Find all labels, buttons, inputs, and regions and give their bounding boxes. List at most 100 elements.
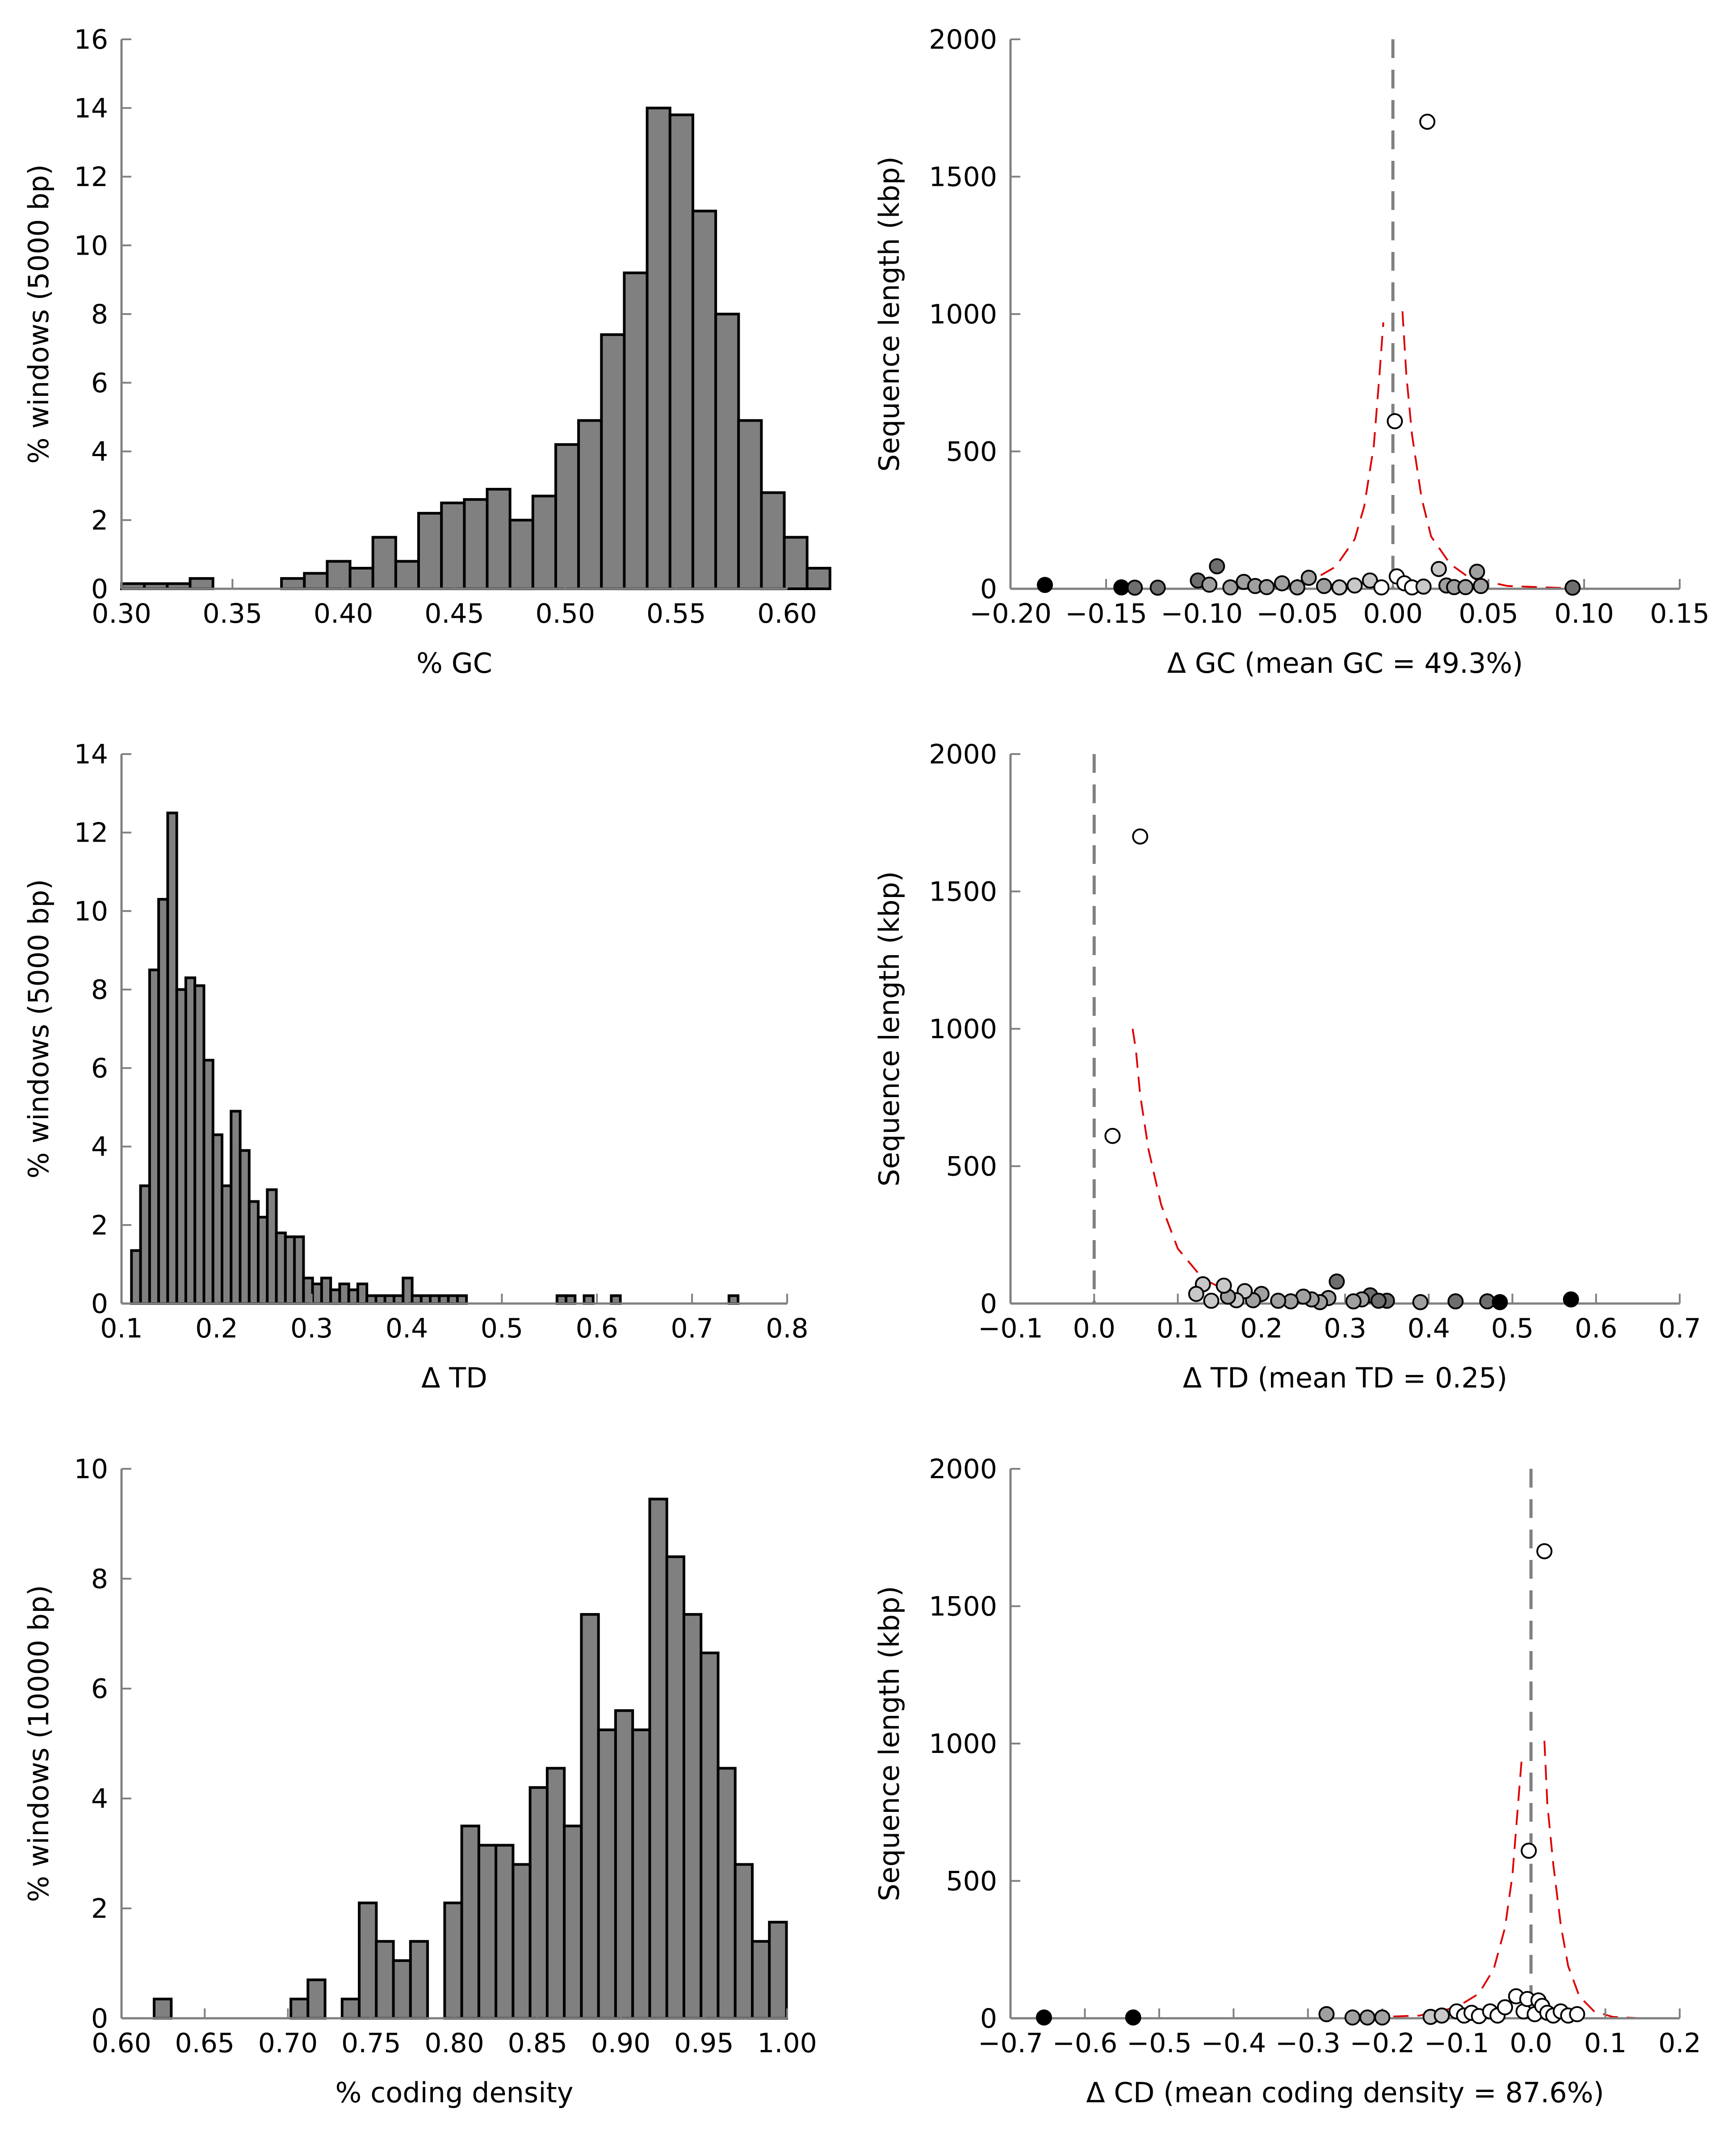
cd-scatter-x-tick-label: −0.7 [978, 2028, 1043, 2059]
cd-hist-x-tick-label: 0.60 [92, 2028, 151, 2059]
gc-scatter-x-tick-label: −0.10 [1161, 598, 1243, 629]
td-hist-bar [320, 1276, 332, 1305]
cd-hist-bar [495, 1844, 515, 2020]
td-scatter-y-tick-label: 2000 [929, 739, 997, 770]
td-scatter-point [1492, 1294, 1508, 1310]
cd-hist-bar [358, 1901, 378, 2020]
gc-hist-bar [737, 419, 763, 590]
td-scatter-point [1370, 1292, 1387, 1309]
cd-hist-y-tick-label: 8 [91, 1564, 108, 1595]
gc-scatter-point [1564, 579, 1581, 596]
cd-hist-bar [717, 1767, 737, 2020]
gc-scatter-point [1362, 572, 1378, 589]
td-hist-x-tick-label: 0.4 [386, 1313, 428, 1344]
cd-scatter-point [1536, 1543, 1553, 1559]
td-hist-bar [257, 1216, 269, 1305]
gc-hist-x-title: % GC [416, 647, 492, 679]
td-hist-bar [293, 1235, 305, 1305]
gc-hist-x-tick-label: 0.55 [646, 598, 706, 629]
td-hist-bar [419, 1294, 432, 1305]
cd-scatter-point [1374, 2009, 1391, 2026]
gc-scatter-point [1113, 579, 1130, 595]
gc-scatter-x-tick-label: −0.05 [1256, 598, 1338, 629]
td-scatter-point [1270, 1292, 1287, 1309]
gc-hist-bar [531, 495, 558, 591]
gc-hist-bar [280, 577, 306, 591]
cd-hist-x-tick-label: 0.75 [341, 2028, 401, 2059]
gc-scatter-point [1457, 579, 1474, 595]
gc-scatter-point [1469, 563, 1485, 580]
td-hist-x-tick-label: 0.5 [481, 1313, 523, 1344]
cd-hist-bar [340, 1997, 361, 2020]
gc-scatter-x-tick-label: 0.05 [1459, 598, 1518, 629]
cd-scatter-x-tick-label: −0.3 [1275, 2028, 1341, 2059]
cd-hist-y-title: % windows (10000 bp) [22, 1585, 55, 1902]
gc-scatter-panel: −0.20 −0.15 −0.10 −0.05 0.00 0.05 0.10 0.15 0 500… [873, 24, 1710, 679]
td-scatter-point [1447, 1293, 1464, 1310]
cd-scatter-panel: −0.7 −0.6 −0.5 −0.4 −0.3 −0.2 −0.1 0.0 0.1 0.2 0 50… [873, 1454, 1701, 2109]
td-hist-x-tick-label: 0.6 [576, 1313, 618, 1344]
td-hist-bar [411, 1294, 423, 1305]
td-hist-y-title: % windows (5000 bp) [22, 879, 55, 1178]
gc-hist-panel: 0.30 0.35 0.40 0.45 0.50 0.55 0.60 0 2 4 6 8 10 12 14 1… [22, 24, 831, 679]
cd-hist-bar [460, 1824, 480, 2020]
td-hist-y-tick-label: 2 [91, 1210, 108, 1241]
td-scatter-point [1203, 1292, 1220, 1309]
gc-scatter-x-tick-label: −0.15 [1065, 598, 1147, 629]
gc-scatter-point [1037, 577, 1053, 593]
cd-scatter-x-tick-label: −0.6 [1053, 2028, 1118, 2059]
td-hist-bar [338, 1283, 350, 1305]
gc-scatter-point [1415, 579, 1432, 595]
td-scatter-envelope-right [1132, 1028, 1346, 1304]
td-hist-bar [239, 1149, 251, 1305]
cd-scatter-point [1434, 2007, 1450, 2024]
cd-hist-bar [375, 1940, 395, 2020]
cd-scatter-x-title: Δ CD (mean coding density = 87.6%) [1086, 2076, 1604, 2109]
td-scatter-y-tick-label: 1500 [929, 876, 997, 908]
gc-hist-bar [417, 511, 443, 591]
gc-hist-x-tick-label: 0.30 [92, 598, 151, 629]
td-hist-y-tick-label: 12 [74, 817, 108, 849]
gc-hist-y-tick-label: 12 [74, 162, 108, 193]
td-scatter-x-tick-label: 0.0 [1073, 1313, 1115, 1344]
gc-hist-y-tick-label: 8 [91, 299, 108, 330]
gc-hist-bar [463, 498, 489, 590]
gc-scatter-point [1331, 579, 1348, 595]
gc-hist-bar [623, 271, 649, 591]
cd-scatter-envelope-left [1345, 1754, 1523, 2019]
gc-hist-bar [554, 443, 580, 590]
td-hist-x-title: Δ TD [421, 1362, 487, 1394]
gc-scatter-y-tick-label: 0 [980, 574, 997, 605]
gc-hist-y-tick-label: 0 [91, 574, 108, 605]
td-hist-x-tick-label: 0.8 [766, 1313, 808, 1344]
cd-hist-bar [443, 1901, 463, 2020]
cd-hist-x-tick-label: 0.90 [591, 2028, 651, 2059]
cd-hist-y-tick-label: 6 [91, 1673, 108, 1705]
cd-hist-bar [545, 1767, 566, 2020]
cd-scatter-x-tick-label: −0.4 [1201, 2028, 1266, 2059]
td-scatter-y-tick-label: 0 [980, 1288, 997, 1320]
td-scatter-x-tick-label: 0.3 [1324, 1313, 1366, 1344]
td-hist-bar [727, 1294, 740, 1305]
cd-hist-bar [392, 1959, 412, 2020]
td-hist-bar [438, 1294, 450, 1305]
td-scatter-point [1188, 1286, 1204, 1302]
gc-scatter-point [1258, 579, 1275, 595]
td-hist-bar [130, 1249, 142, 1305]
gc-scatter-x-tick-label: −0.20 [969, 598, 1052, 629]
gc-scatter-point [1300, 570, 1317, 586]
td-hist-y-tick-label: 0 [91, 1288, 108, 1320]
td-hist-panel: 0.1 0.2 0.3 0.4 0.5 0.6 0.7 0.8 0 2 4 6 8 10 12 14 Δ TD%… [22, 739, 809, 1394]
cd-hist-bar [631, 1728, 651, 2020]
gc-hist-y-title: % windows (5000 bp) [22, 164, 55, 464]
cd-hist-bar [153, 1997, 173, 2020]
gc-scatter-point [1201, 576, 1218, 593]
gc-scatter-point [1289, 579, 1305, 595]
gc-scatter-point [1346, 577, 1363, 594]
gc-hist-y-tick-label: 6 [91, 368, 108, 399]
gc-scatter-point [1387, 413, 1403, 429]
gc-hist-y-tick-label: 14 [74, 93, 108, 124]
cd-scatter-envelope-right [1543, 1740, 1643, 2019]
td-scatter-panel: −0.1 0.0 0.1 0.2 0.3 0.4 0.5 0.6 0.7 0 500 1000 1500… [873, 739, 1701, 1394]
